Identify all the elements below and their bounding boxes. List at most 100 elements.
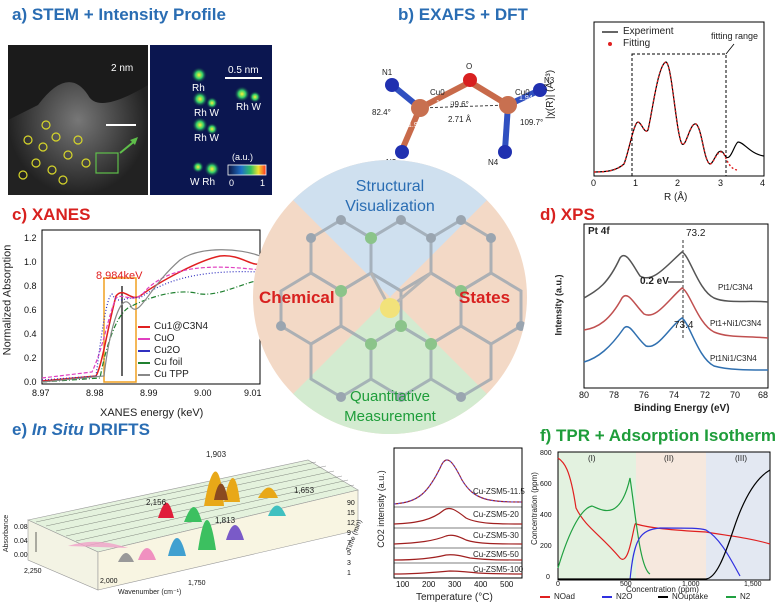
tpr-xtick-2: 1,000 [682,581,700,588]
distance-271: 2.71 Å [448,115,472,124]
xps-xtick-4: 72 [700,390,711,400]
exafs-fitting-range: fitting range [711,31,759,41]
xanes-ytick-4: 0.8 [24,281,37,291]
co2-series-3: Cu-ZSM5-50 [473,550,519,559]
angle-99: 99.6° [450,100,469,109]
stem-image: 2 nm [8,45,148,195]
drifts-ylabel: Absorbance [3,514,11,553]
xps-series-1: Pt1+Ni1/C3N4 [710,319,762,328]
exafs-legend-fitting: Fitting [623,38,651,49]
center-top-line1: Structural [355,178,425,195]
atom-label-w-rh: W Rh [190,177,215,188]
tpr-legend-2: NOuptake [672,592,709,601]
mol-label-cu-right: Cu0 [515,88,530,97]
drifts-peak-2156: 2,156 [146,498,167,507]
drifts-xlabel: Wavenumber (cm⁻¹) [118,589,182,596]
xanes-xtick-2: 8.99 [140,388,158,398]
center-top-line2: Visualization [345,198,435,215]
tpr-ytick-2: 400 [540,512,552,519]
tpr-legend-3: N2 [740,592,751,601]
xanes-legend-3: Cu foil [154,357,183,368]
xanes-annotation: 8.984keV [96,270,143,282]
co2-xtick-2: 300 [448,580,462,589]
drifts-ztick-7: 1 [347,570,351,577]
drifts-ztick-5: 5 [347,550,351,557]
intensity-map: 0.5 nm Rh Rh W Rh W Rh W W Rh (a.u.) 0 1 [150,45,272,195]
drifts-ztick-6: 3 [347,560,351,567]
xanes-ylabel: Normalized Absorption [1,244,14,356]
drifts-chart: 2,156 1,903 1,813 1,653 2,250 2,000 1,75… [3,440,380,600]
panel-e-title-suffix: DRIFTS [83,420,150,439]
bond-19: 1.9 [408,122,418,129]
tpr-region-2: (II) [664,454,674,463]
tpr-ytick-3: 600 [540,481,552,488]
xanes-xtick-0: 8.97 [32,388,50,398]
exafs-xlabel: R (Å) [664,192,688,203]
xanes-ytick-2: 0.4 [24,329,37,339]
co2-ylabel: CO2 intensity (a.u.) [375,470,386,548]
xanes-xtick-4: 9.01 [244,388,262,398]
panel-e-title: e) In Situ DRIFTS [12,420,150,440]
panel-c-title: c) XANES [12,205,91,224]
drifts-ytick-2: 0.00 [14,552,28,559]
tpr-region-3: (III) [735,454,747,463]
exafs-svg [593,21,765,177]
intensity-map-spots [150,45,272,195]
drifts-svg [27,459,359,591]
angle-109: 109.7° [520,118,544,127]
center-circle: Structural Visualization Chemical States… [251,158,529,436]
co2-xtick-3: 400 [474,580,488,589]
tpr-ytick-0: 0 [546,574,550,581]
xanes-xtick-1: 8.98 [86,388,104,398]
xps-xtick-6: 68 [758,390,769,400]
molecule-drawing [385,73,547,159]
co2-xtick-1: 200 [422,580,436,589]
dft-molecule: N1 Cu0 O Cu0 N3 N2 N4 82.4° 99.6° 2.71 Å… [372,60,560,180]
tpr-ytick-1: 200 [540,543,552,550]
xps-xtick-1: 78 [609,390,620,400]
stem-texture [8,45,148,195]
co2-series-4: Cu-ZSM5-100 [473,565,524,574]
drifts-ztick-1: 15 [347,510,355,517]
xanes-ytick-5: 1.0 [24,257,37,267]
drifts-peak-1813: 1,813 [215,516,236,525]
center-left: Chemical [259,288,335,307]
exafs-xtick-0: 0 [591,178,597,188]
exafs-xtick-3: 3 [718,178,724,188]
drifts-xtick-2: 1,750 [188,580,206,587]
drifts-ztick-2: 12 [347,520,355,527]
xanes-ytick-3: 0.6 [24,305,37,315]
colorbar-min: 0 [229,178,235,188]
xanes-legend-2: Cu2O [154,345,181,356]
bond-1764: 1.764 [436,100,454,107]
tpr-ytick-4: 800 [540,450,552,457]
atom-label-rh-w-3: Rh W [194,133,219,144]
drifts-xtick-1: 2,000 [100,578,118,585]
xps-peak-top: 73.2 [686,228,706,239]
xps-ylabel: Intensity (a.u.) [553,274,564,336]
xanes-xtick-3: 9.00 [194,388,212,398]
drifts-ztick-0: 90 [347,500,355,507]
center-right: States [459,288,511,307]
panel-e-title-italic: In Situ [31,420,84,439]
drifts-ytick-0: 0.08 [14,524,28,531]
mol-label-cu-left: Cu0 [430,88,445,97]
xanes-legend-4: Cu TPP [154,369,189,380]
xps-series-0: Pt1/C3N4 [718,283,753,292]
xanes-ytick-1: 0.2 [24,353,37,363]
tpr-ylabel: Concentration (ppm) [529,472,539,545]
exafs-ylabel: |χ(R)| (Å⁻³) [545,69,557,120]
xps-xtick-3: 74 [669,390,680,400]
tpr-legend-1: N2O [616,592,633,601]
exafs-chart: Experiment Fitting fitting range |χ(R)| … [545,14,771,209]
drifts-ytick-1: 0.04 [14,538,28,545]
co2-svg [393,447,523,579]
tpr-legend-0: NOad [554,592,575,601]
drifts-ztick-4: 7 [347,540,351,547]
exafs-xtick-1: 1 [633,178,639,188]
center-bottom-line2: Measurement [344,408,436,425]
intensity-scalebar-label: 0.5 nm [228,65,259,76]
xps-peak-bottom: 73.4 [674,320,694,331]
xps-xtick-5: 70 [730,390,741,400]
atom-label-rh-w-2: Rh W [236,102,261,113]
